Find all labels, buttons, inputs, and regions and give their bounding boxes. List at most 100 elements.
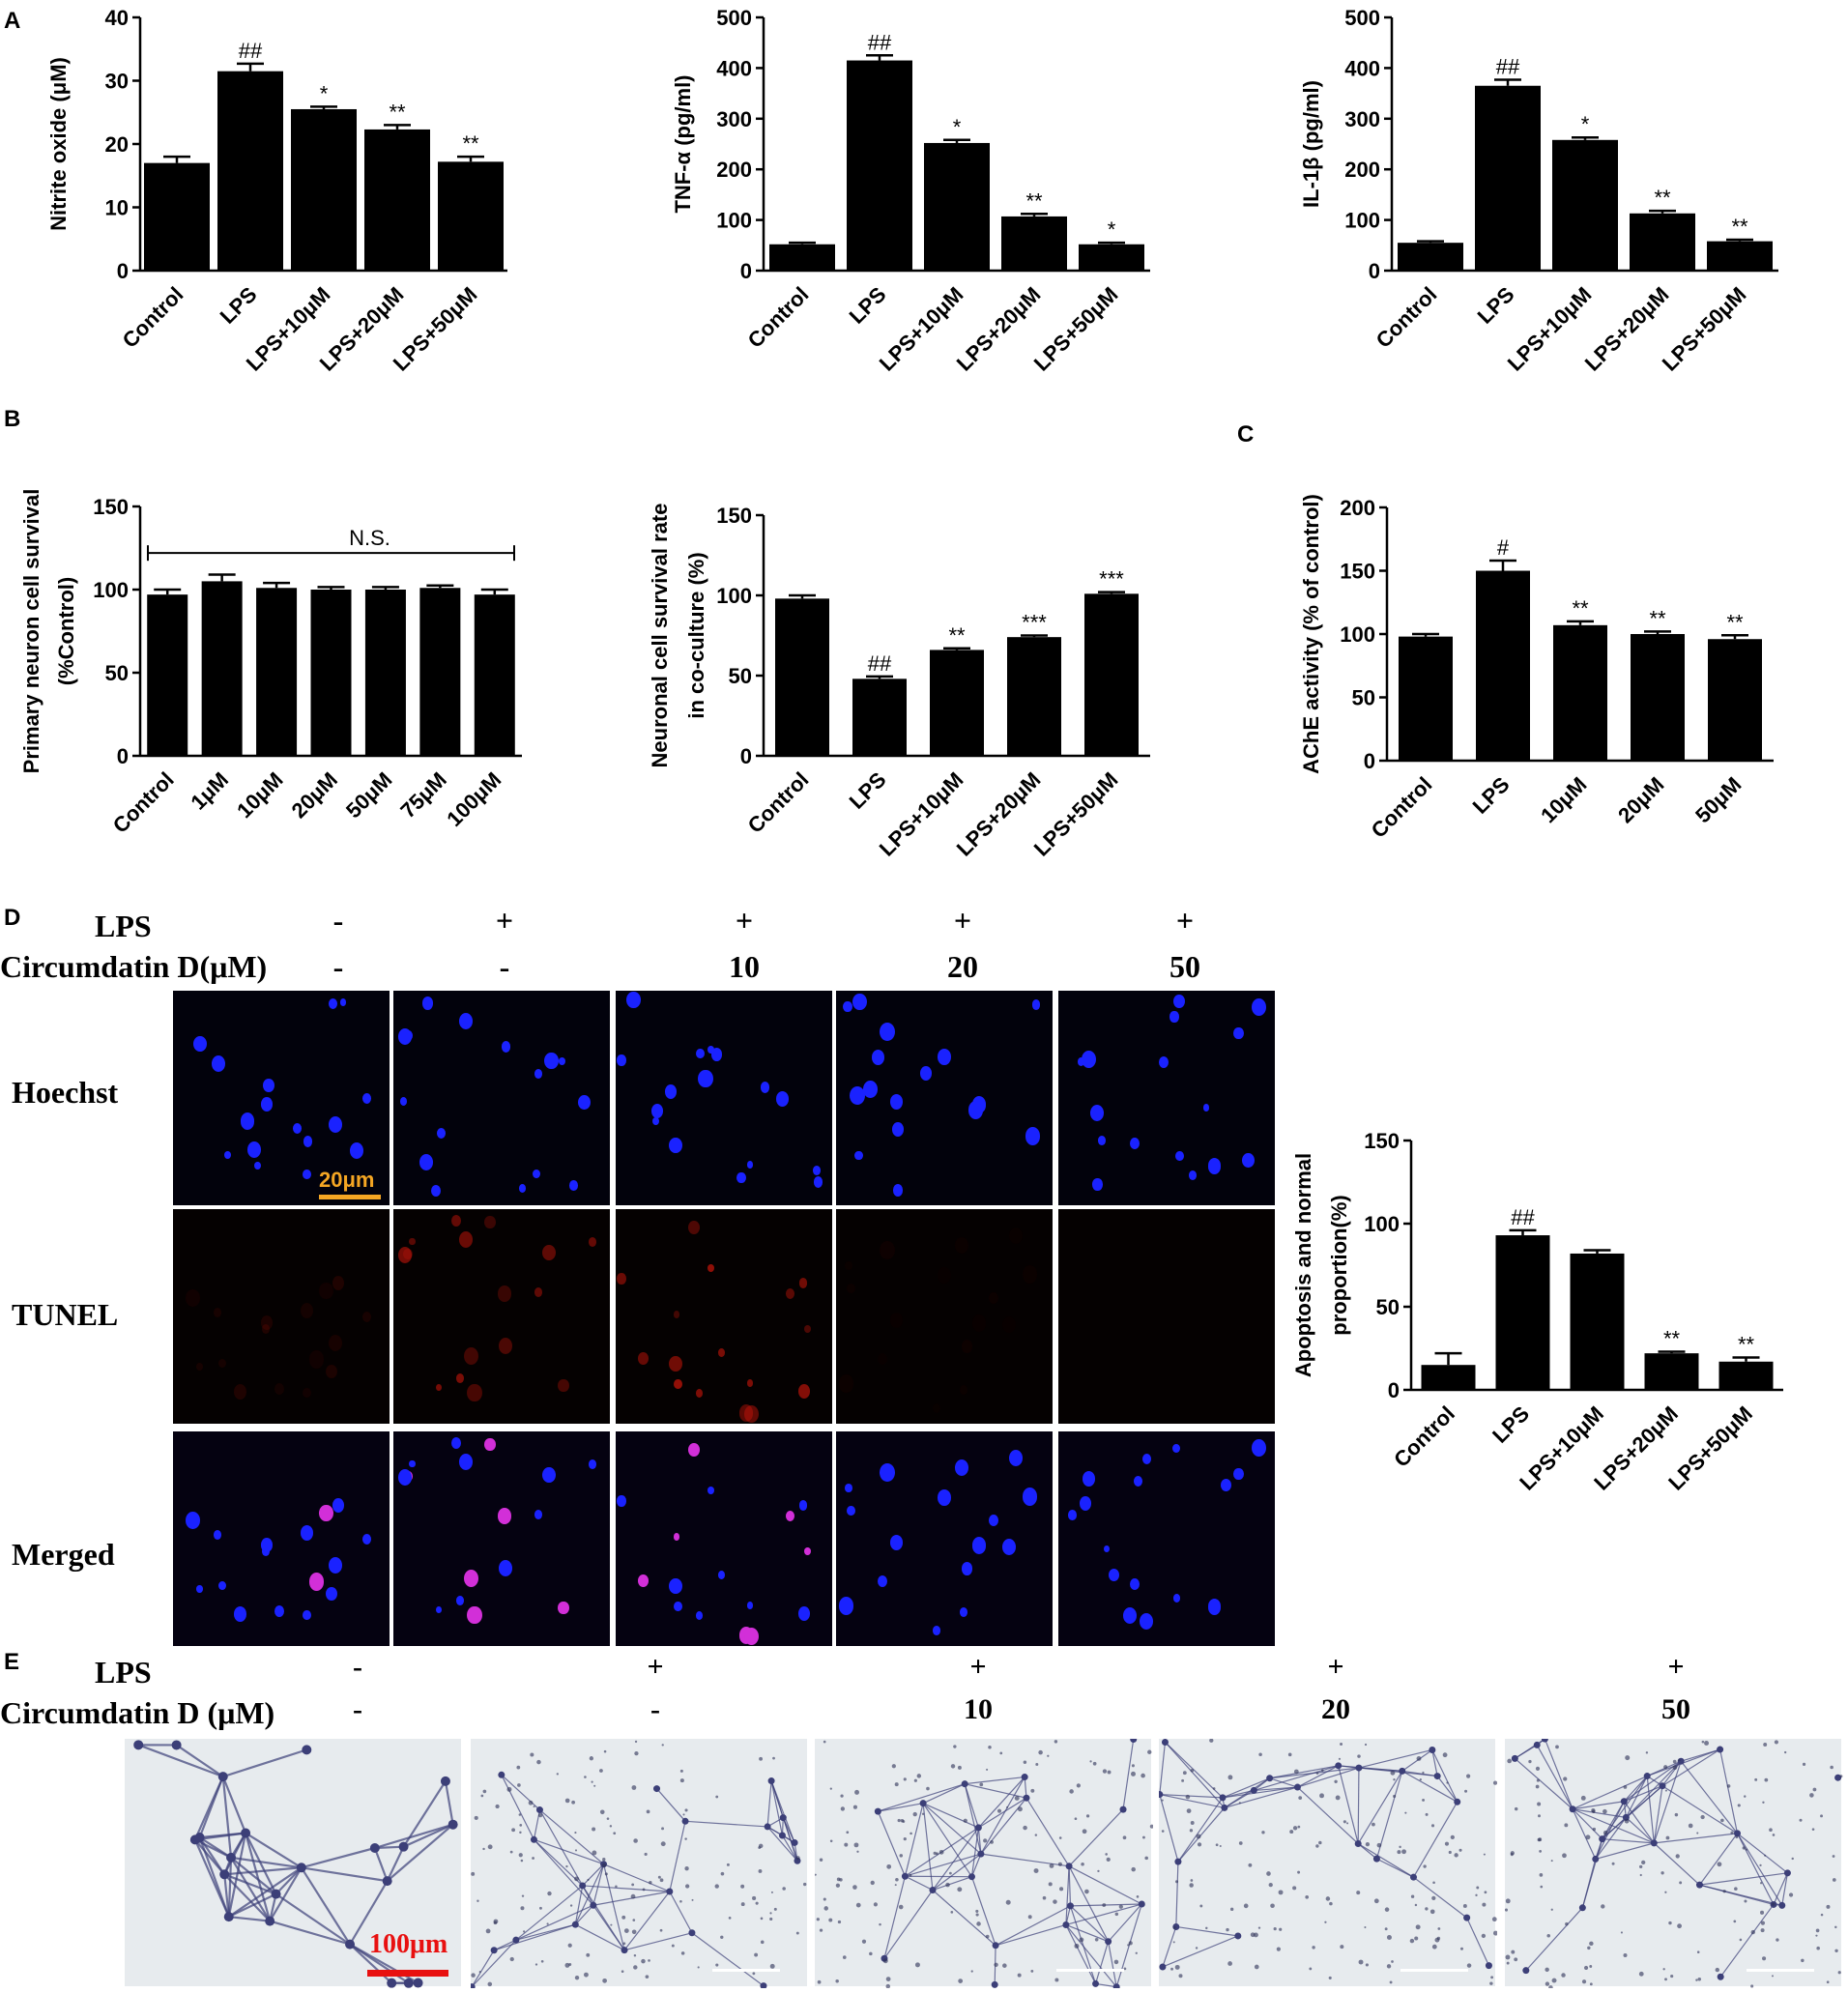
cell-nucleus	[1140, 1613, 1153, 1630]
cell-nucleus	[1025, 1127, 1040, 1144]
debris-dot	[1593, 1828, 1596, 1831]
debris-dot	[565, 1799, 570, 1804]
neuron-soma	[975, 1824, 982, 1831]
neurite	[1414, 1877, 1467, 1918]
debris-dot	[1038, 1750, 1043, 1755]
neurite	[933, 1877, 971, 1891]
bar	[1496, 1235, 1550, 1390]
debris-dot	[1059, 1836, 1062, 1839]
debris-dot	[883, 1958, 888, 1963]
neuron-soma	[1734, 1830, 1741, 1836]
debris-dot	[1131, 1772, 1136, 1776]
y-tick-label: 150	[93, 495, 129, 519]
debris-dot	[1230, 1908, 1233, 1911]
neuron-soma	[387, 1979, 396, 1988]
debris-dot	[774, 1908, 777, 1911]
debris-dot	[803, 1883, 806, 1886]
debris-dot	[679, 1900, 682, 1903]
debris-dot	[761, 1918, 764, 1921]
cell-nucleus	[955, 1237, 968, 1254]
neuron-soma	[241, 1828, 250, 1837]
cell-nucleus	[1208, 1599, 1222, 1614]
cell-nucleus	[459, 1454, 473, 1470]
debris-dot	[672, 1945, 675, 1948]
panel-e-cd-label: Circumdatin D (μM)	[0, 1695, 274, 1731]
debris-dot	[574, 1876, 579, 1881]
debris-dot	[1612, 1863, 1615, 1865]
debris-dot	[990, 1840, 994, 1844]
cell-nucleus	[1080, 1496, 1092, 1511]
debris-dot	[605, 1872, 608, 1875]
y-tick-label: 0	[1388, 1378, 1400, 1402]
neuron-soma	[1130, 1739, 1137, 1743]
cell-nucleus	[196, 1363, 202, 1371]
debris-dot	[1482, 1934, 1486, 1938]
debris-dot	[1677, 1923, 1682, 1928]
debris-dot	[1551, 1909, 1553, 1911]
cell-nucleus	[436, 1384, 442, 1391]
debris-dot	[1030, 1789, 1034, 1793]
cell-nucleus	[1233, 1027, 1244, 1040]
debris-dot	[997, 1809, 1001, 1813]
debris-dot	[1411, 1895, 1414, 1898]
cell-nucleus	[872, 1050, 885, 1065]
debris-dot	[1270, 1903, 1275, 1908]
cell-nucleus	[669, 1356, 682, 1372]
cell-nucleus	[456, 1596, 464, 1604]
neurite	[223, 1749, 307, 1776]
x-tick-label: 10μM	[232, 767, 287, 823]
debris-dot	[1464, 1790, 1467, 1793]
neurite	[1738, 1834, 1774, 1905]
debris-dot	[1769, 1828, 1773, 1832]
y-tick-label: 0	[740, 259, 752, 283]
significance-mark: **	[462, 131, 479, 156]
debris-dot	[1751, 1930, 1755, 1934]
neurite	[1339, 1766, 1358, 1844]
cd-value: -	[636, 1693, 675, 1726]
cell-nucleus	[651, 1104, 663, 1118]
cell-nucleus	[890, 1535, 903, 1550]
debris-dot	[1816, 1929, 1820, 1933]
debris-dot	[1639, 1972, 1644, 1977]
neuron-soma	[1644, 1773, 1651, 1779]
cell-nucleus	[498, 1285, 511, 1301]
debris-dot	[1423, 1864, 1426, 1867]
debris-dot	[1006, 1900, 1011, 1905]
debris-dot	[1131, 1867, 1136, 1872]
cd-value: 50	[1166, 949, 1204, 985]
debris-dot	[741, 1902, 745, 1906]
neuron-soma	[265, 1917, 274, 1926]
scale-bar-white	[1747, 1969, 1814, 1972]
debris-dot	[1431, 1824, 1434, 1827]
debris-dot	[853, 1805, 857, 1809]
debris-dot	[602, 1863, 606, 1867]
x-tick-label: Control	[743, 767, 814, 838]
debris-dot	[1054, 1740, 1057, 1743]
debris-dot	[1587, 1947, 1590, 1950]
debris-dot	[541, 1960, 544, 1963]
bar	[365, 590, 406, 756]
debris-dot	[1784, 1751, 1786, 1753]
debris-dot	[1641, 1861, 1645, 1864]
neurite	[375, 1825, 453, 1848]
debris-dot	[1018, 1806, 1023, 1811]
debris-dot	[1603, 1831, 1608, 1835]
neurite-network	[1505, 1739, 1843, 1988]
debris-dot	[854, 1790, 859, 1795]
debris-dot	[854, 1842, 859, 1847]
neurite	[923, 1784, 965, 1804]
neuron-soma	[1542, 1739, 1548, 1743]
debris-dot	[828, 1919, 832, 1922]
significance-mark: *	[1108, 217, 1116, 242]
debris-dot	[1187, 1808, 1192, 1813]
debris-dot	[1760, 1882, 1762, 1884]
cell-nucleus	[852, 994, 866, 1010]
neuron-soma	[133, 1740, 143, 1749]
debris-dot	[604, 1750, 607, 1753]
debris-dot	[1446, 1781, 1448, 1783]
neuron-soma	[666, 1888, 673, 1894]
neurite	[884, 1876, 905, 1958]
cell-nucleus	[303, 1136, 313, 1147]
significance-mark: ***	[1022, 611, 1047, 635]
